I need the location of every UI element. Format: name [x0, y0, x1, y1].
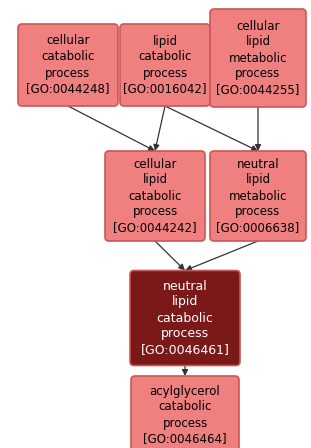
Text: cellular
lipid
metabolic
process
[GO:0044255]: cellular lipid metabolic process [GO:004…: [216, 20, 300, 96]
FancyBboxPatch shape: [18, 24, 118, 106]
FancyBboxPatch shape: [131, 376, 239, 448]
Text: neutral
lipid
catabolic
process
[GO:0046461]: neutral lipid catabolic process [GO:0046…: [141, 280, 230, 357]
Text: acylglycerol
catabolic
process
[GO:0046464]: acylglycerol catabolic process [GO:00464…: [143, 384, 227, 445]
FancyBboxPatch shape: [120, 24, 210, 106]
FancyBboxPatch shape: [130, 271, 240, 366]
FancyBboxPatch shape: [105, 151, 205, 241]
Text: cellular
lipid
catabolic
process
[GO:0044242]: cellular lipid catabolic process [GO:004…: [113, 158, 197, 234]
FancyBboxPatch shape: [210, 9, 306, 107]
FancyBboxPatch shape: [210, 151, 306, 241]
Text: lipid
catabolic
process
[GO:0016042]: lipid catabolic process [GO:0016042]: [123, 34, 207, 95]
Text: cellular
catabolic
process
[GO:0044248]: cellular catabolic process [GO:0044248]: [26, 34, 110, 95]
Text: neutral
lipid
metabolic
process
[GO:0006638]: neutral lipid metabolic process [GO:0006…: [216, 158, 299, 234]
